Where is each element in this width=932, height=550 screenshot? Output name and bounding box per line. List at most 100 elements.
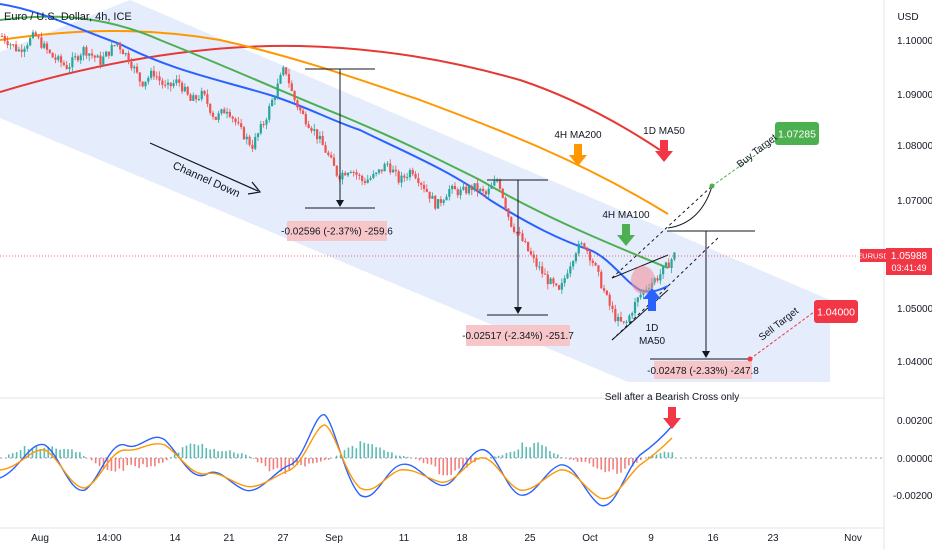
candle-body xyxy=(417,178,420,184)
macd-histogram-bar xyxy=(564,458,567,459)
macd-histogram-bar xyxy=(43,447,46,458)
macd-histogram-bar xyxy=(181,447,184,458)
price-axis: USD 1.10000 1.09000 1.08000 1.07000 1.05… xyxy=(893,12,932,502)
candle-body xyxy=(231,116,234,119)
candle-body xyxy=(352,171,355,173)
current-price-text: 1.05988 xyxy=(891,251,928,262)
candle-body xyxy=(445,196,448,201)
macd-histogram-bar xyxy=(165,458,168,461)
macd-histogram xyxy=(7,441,674,476)
candle-body xyxy=(470,185,473,191)
candle-body xyxy=(667,262,670,268)
macd-histogram-bar xyxy=(383,449,385,458)
buy-target-badge[interactable] xyxy=(775,122,819,145)
macd-histogram-bar xyxy=(39,449,42,458)
candle-body xyxy=(330,155,333,158)
sell-target-badge[interactable] xyxy=(814,300,858,323)
macd-histogram-bar xyxy=(304,458,306,467)
candle-body xyxy=(524,241,527,243)
candle-body xyxy=(310,127,313,131)
macd-histogram-bar xyxy=(296,458,298,465)
candle-body xyxy=(12,44,15,46)
candle-body xyxy=(636,297,639,303)
candle-body xyxy=(186,86,189,95)
countdown-text: 03:41:49 xyxy=(891,263,926,273)
macd-histogram-bar xyxy=(15,452,18,458)
candle-body xyxy=(476,183,479,192)
candle-body xyxy=(152,70,156,77)
macd-histogram-bar xyxy=(509,451,512,458)
macd-histogram-bar xyxy=(327,458,330,460)
candle-body xyxy=(318,135,322,140)
candle-body xyxy=(664,262,668,267)
macd-histogram-bar xyxy=(11,453,14,458)
candle-body xyxy=(391,169,395,173)
candle-body xyxy=(422,184,426,189)
candle-body xyxy=(262,124,265,126)
channel-arrow-icon xyxy=(247,181,262,195)
candle-body xyxy=(189,94,192,101)
candle-body xyxy=(141,81,144,87)
macd-histogram-bar xyxy=(173,454,176,458)
macd-histogram-bar xyxy=(280,458,283,472)
candle-body xyxy=(515,231,518,233)
candle-body xyxy=(456,189,459,196)
candle-body xyxy=(541,266,544,274)
macd-histogram-bar xyxy=(221,451,223,458)
macd-histogram-bar xyxy=(450,458,452,476)
macd-histogram-bar xyxy=(616,458,618,474)
candle-body xyxy=(147,77,150,82)
macd-histogram-bar xyxy=(189,443,192,458)
macd-histogram-bar xyxy=(379,447,381,458)
candle-body xyxy=(490,185,493,189)
candle-body xyxy=(40,37,43,48)
candle-body xyxy=(586,248,589,252)
candle-body xyxy=(605,290,608,295)
macd-histogram-bar xyxy=(169,457,172,458)
candle-body xyxy=(133,66,136,69)
candle-body xyxy=(504,197,507,209)
ma50-1d-bottom-label-a: 1D xyxy=(646,323,659,334)
candle-body xyxy=(366,179,369,183)
macd-histogram-bar xyxy=(79,452,81,458)
macd-histogram-bar xyxy=(442,458,445,476)
candle-body xyxy=(428,191,431,199)
time-tick: 25 xyxy=(524,533,536,544)
macd-histogram-bar xyxy=(308,458,310,464)
candle-body xyxy=(397,171,400,183)
candle-body xyxy=(510,216,513,227)
macd-histogram-bar xyxy=(580,458,583,462)
time-tick: 21 xyxy=(223,533,235,544)
macd-histogram-bar xyxy=(347,447,350,458)
candle-body xyxy=(259,124,262,134)
macd-histogram-bar xyxy=(150,458,152,467)
candle-body xyxy=(200,90,203,100)
candle-body xyxy=(372,173,375,179)
candle-body xyxy=(124,53,127,55)
candle-body xyxy=(389,163,392,173)
candle-body xyxy=(451,185,454,190)
measure-1-label: -0.02596 (-2.37%) -259.6 xyxy=(281,227,393,238)
candle-body xyxy=(197,99,201,101)
candle-body xyxy=(110,45,113,56)
macd-histogram-bar xyxy=(122,458,125,471)
macd-histogram-bar xyxy=(624,458,626,469)
macd-histogram-bar xyxy=(114,458,117,472)
candle-body xyxy=(324,145,327,153)
candle-body xyxy=(560,282,563,290)
macd-histogram-bar xyxy=(197,445,200,458)
sell-target-line xyxy=(749,311,815,360)
macd-histogram-bar xyxy=(612,458,614,470)
macd-histogram-bar xyxy=(399,455,401,458)
macd-histogram-bar xyxy=(229,450,231,458)
candle-body xyxy=(220,109,223,114)
candle-body xyxy=(76,56,80,61)
candle-body xyxy=(88,53,91,56)
candle-body xyxy=(178,79,181,83)
candles-group xyxy=(0,29,676,328)
candle-body xyxy=(569,266,572,274)
candle-body xyxy=(436,199,440,209)
candle-body xyxy=(223,109,226,114)
candle-body xyxy=(85,47,88,56)
candle-body xyxy=(228,111,231,117)
